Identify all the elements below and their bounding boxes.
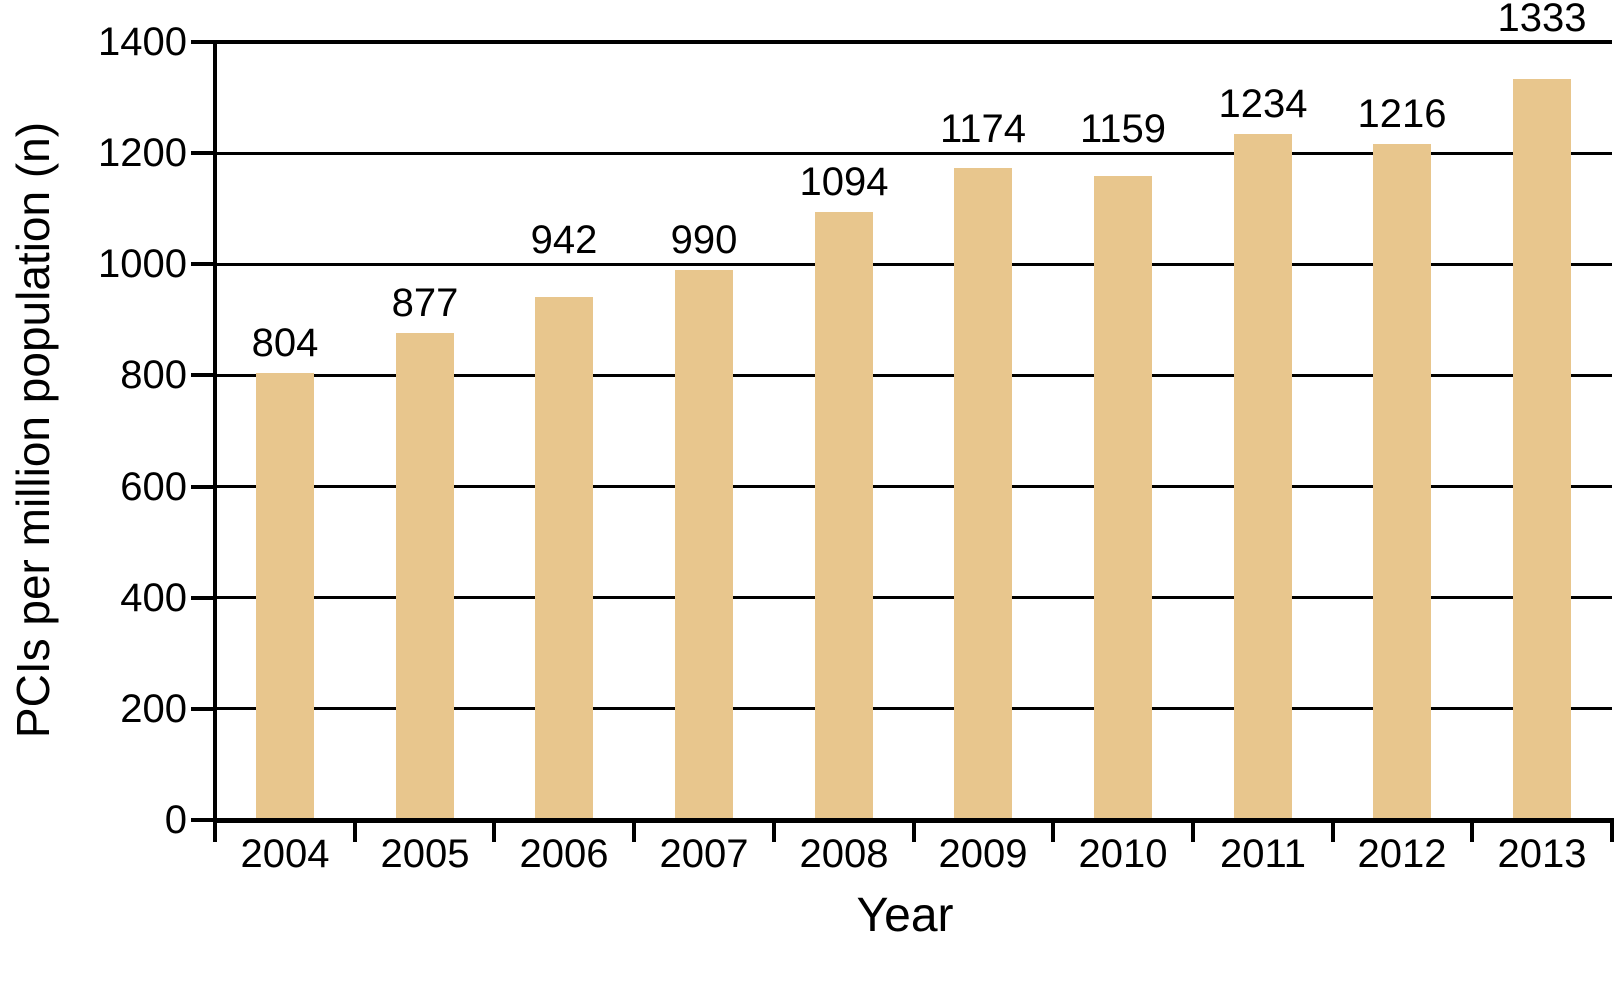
y-tick-label-200: 200 [120,687,187,731]
x-tick-0 [213,820,217,842]
x-tick-9 [1470,820,1474,842]
x-tick-5 [912,820,916,842]
y-tick-1400 [191,40,215,44]
y-tick-label-0: 0 [164,798,187,842]
gridline-1400 [215,40,1612,44]
y-axis-line [213,40,217,822]
bar-2012 [1373,144,1431,818]
x-tick-label-2006: 2006 [519,832,609,876]
bar-2010 [1094,176,1152,818]
x-tick-3 [632,820,636,842]
y-tick-600 [191,485,215,489]
bar-2011 [1234,134,1292,818]
x-tick-label-2008: 2008 [799,832,889,876]
x-tick-4 [772,820,776,842]
x-tick-label-2007: 2007 [659,832,749,876]
bar-2004 [256,373,314,818]
bar-2013 [1513,79,1571,818]
y-tick-1000 [191,262,215,266]
value-label-2008: 1094 [799,160,889,204]
x-tick-label-2010: 2010 [1078,832,1168,876]
value-label-2009: 1174 [939,107,1027,151]
x-tick-label-2009: 2009 [938,832,1028,876]
gridline-600 [215,485,1612,488]
value-label-2012: 1216 [1357,92,1447,136]
value-label-2007: 990 [670,218,738,262]
bar-2008 [815,212,873,818]
gridline-800 [215,374,1612,377]
y-tick-800 [191,373,215,377]
value-label-2010: 1159 [1079,107,1167,151]
bar-2007 [675,270,733,818]
gridline-400 [215,596,1612,599]
y-tick-label-400: 400 [120,576,187,620]
gridline-200 [215,707,1612,710]
value-label-2013: 1333 [1497,0,1587,40]
value-label-2004: 804 [251,321,319,365]
x-tick-label-2013: 2013 [1497,832,1587,876]
x-tick-1 [353,820,357,842]
bar-2006 [535,297,593,818]
x-tick-8 [1331,820,1335,842]
value-label-2006: 942 [530,218,598,262]
x-tick-label-2005: 2005 [380,832,470,876]
value-label-2005: 877 [391,281,459,325]
x-tick-2 [492,820,496,842]
y-tick-label-800: 800 [120,353,187,397]
y-tick-label-1400: 1400 [98,20,187,64]
gridline-1000 [215,263,1612,266]
bar-2005 [396,333,454,818]
y-tick-200 [191,707,215,711]
y-tick-400 [191,596,215,600]
y-tick-label-1200: 1200 [98,131,187,175]
y-axis-title: PCIs per million population (n) [7,121,59,739]
y-tick-label-600: 600 [120,465,187,509]
x-tick-7 [1191,820,1195,842]
y-tick-0 [191,818,215,822]
x-tick-6 [1051,820,1055,842]
x-tick-label-2012: 2012 [1357,832,1447,876]
x-tick-label-2004: 2004 [240,832,330,876]
x-axis-title: Year [856,889,954,942]
y-tick-label-1000: 1000 [98,242,187,286]
y-tick-1200 [191,151,215,155]
x-tick-10 [1610,820,1614,842]
gridline-1200 [215,152,1612,155]
bar-2009 [954,168,1012,818]
value-label-2011: 1234 [1218,82,1308,126]
x-tick-label-2011: 2011 [1219,832,1307,876]
